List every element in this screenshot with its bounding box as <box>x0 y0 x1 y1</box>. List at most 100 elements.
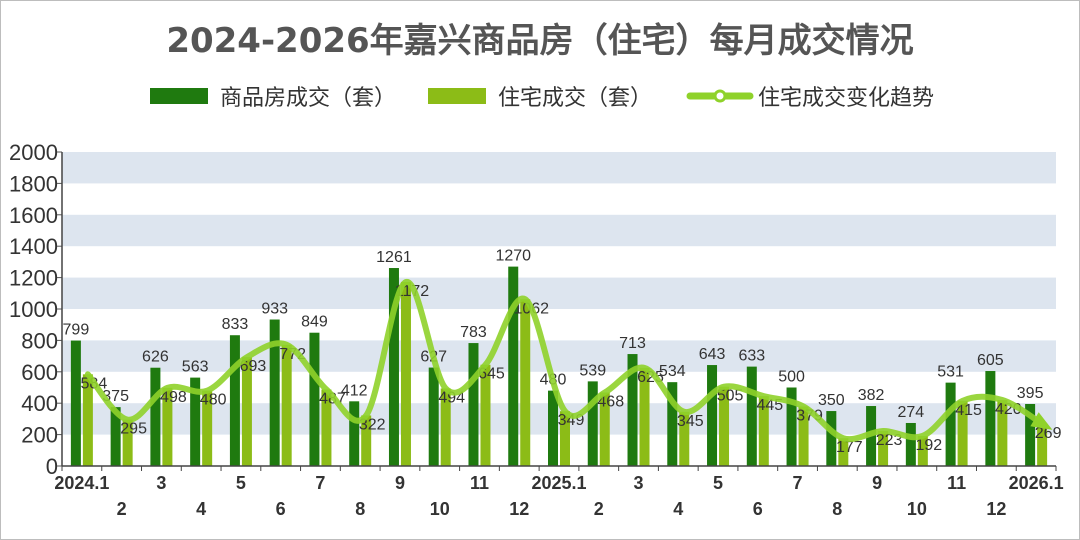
bar-residential <box>1037 423 1048 466</box>
y-tick-label: 400 <box>21 391 58 416</box>
grid-band <box>62 152 1056 184</box>
y-tick-label: 1000 <box>9 297 58 322</box>
label-residential: 693 <box>240 358 267 375</box>
bar-commercial <box>945 382 956 466</box>
x-tick-label: 2025.1 <box>531 473 586 493</box>
bar-residential <box>361 415 372 466</box>
label-commercial: 395 <box>1017 385 1044 402</box>
bar-residential <box>719 386 730 466</box>
bar-commercial <box>786 387 797 466</box>
legend-label-1: 住宅成交（套） <box>498 86 652 111</box>
bar-commercial <box>826 411 837 466</box>
bar-commercial <box>110 407 121 466</box>
grid-band <box>62 277 1056 309</box>
label-residential: 345 <box>677 413 704 430</box>
bar-commercial <box>1025 403 1036 466</box>
label-commercial: 563 <box>182 359 209 376</box>
label-residential: 295 <box>120 421 147 438</box>
label-commercial: 626 <box>142 349 169 366</box>
legend-label-2: 住宅成交变化趋势 <box>758 86 934 111</box>
label-residential: 322 <box>359 416 386 433</box>
x-tick-label: 2 <box>594 499 604 519</box>
bar-residential <box>997 400 1008 466</box>
bar-residential <box>162 387 173 466</box>
y-tick-label: 1400 <box>9 234 58 259</box>
bar-residential <box>400 281 411 466</box>
bar-commercial <box>388 268 399 466</box>
x-tick-label: 5 <box>236 473 246 493</box>
label-commercial: 274 <box>897 404 924 421</box>
bar-commercial <box>587 381 598 466</box>
bar-residential <box>122 419 133 466</box>
legend-marker <box>713 89 727 103</box>
label-commercial: 833 <box>222 316 249 333</box>
x-tick-label: 12 <box>509 499 529 519</box>
bar-commercial <box>269 319 280 466</box>
x-tick-label: 8 <box>355 499 365 519</box>
bar-residential <box>480 364 491 466</box>
label-residential: 415 <box>955 402 982 419</box>
x-tick-label: 10 <box>430 499 450 519</box>
x-tick-label: 6 <box>276 499 286 519</box>
label-commercial: 350 <box>818 392 845 409</box>
bar-commercial <box>985 371 996 466</box>
label-residential: 177 <box>836 439 863 456</box>
x-tick-label: 3 <box>634 473 644 493</box>
x-tick-label: 3 <box>156 473 166 493</box>
bar-residential <box>758 396 769 466</box>
bar-residential <box>679 411 690 466</box>
label-residential: 480 <box>200 392 227 409</box>
bar-residential <box>599 392 610 466</box>
x-tick-label: 9 <box>872 473 882 493</box>
x-tick-label: 2 <box>117 499 127 519</box>
x-tick-label: 2024.1 <box>54 473 109 493</box>
bar-commercial <box>428 367 439 466</box>
label-residential: 505 <box>717 388 744 405</box>
bar-commercial <box>190 377 201 466</box>
x-tick-label: 5 <box>713 473 723 493</box>
trend-arrowhead <box>1030 412 1053 430</box>
bar-commercial <box>667 382 678 466</box>
label-commercial: 534 <box>659 363 686 380</box>
x-tick-label: 12 <box>986 499 1006 519</box>
x-tick-label: 10 <box>907 499 927 519</box>
legend-swatch-0 <box>150 88 208 104</box>
bar-commercial <box>548 390 558 466</box>
label-commercial: 643 <box>699 346 726 363</box>
x-tick-label: 7 <box>315 473 325 493</box>
bar-residential <box>639 367 650 466</box>
bar-commercial <box>309 332 320 466</box>
label-commercial: 531 <box>937 364 964 381</box>
bar-residential <box>957 400 968 466</box>
bar-commercial <box>229 335 240 466</box>
bar-commercial <box>627 354 638 466</box>
label-residential: 498 <box>160 389 187 406</box>
bar-residential <box>878 430 889 466</box>
bar-commercial <box>468 343 479 466</box>
label-commercial: 412 <box>341 382 368 399</box>
label-commercial: 849 <box>301 314 328 331</box>
y-tick-label: 800 <box>21 328 58 353</box>
x-tick-label: 2026.1 <box>1009 473 1064 493</box>
bar-residential <box>560 411 570 466</box>
x-tick-label: 9 <box>395 473 405 493</box>
bar-residential <box>82 374 93 466</box>
bar-residential <box>440 388 451 466</box>
label-commercial: 500 <box>778 369 805 386</box>
bar-commercial <box>349 401 360 466</box>
label-commercial: 1270 <box>495 248 531 265</box>
x-tick-label: 6 <box>753 499 763 519</box>
label-commercial: 713 <box>619 335 646 352</box>
legend-swatch-1 <box>428 88 486 104</box>
grid-band <box>62 214 1056 247</box>
label-commercial: 933 <box>261 301 288 318</box>
trend-line <box>84 278 1046 443</box>
x-tick-label: 11 <box>947 473 966 493</box>
bar-commercial <box>70 340 81 466</box>
bar-residential <box>838 438 849 466</box>
y-tick-label: 200 <box>21 423 58 448</box>
label-commercial: 799 <box>63 322 90 339</box>
x-tick-label: 4 <box>673 499 683 519</box>
bar-residential <box>798 406 809 466</box>
